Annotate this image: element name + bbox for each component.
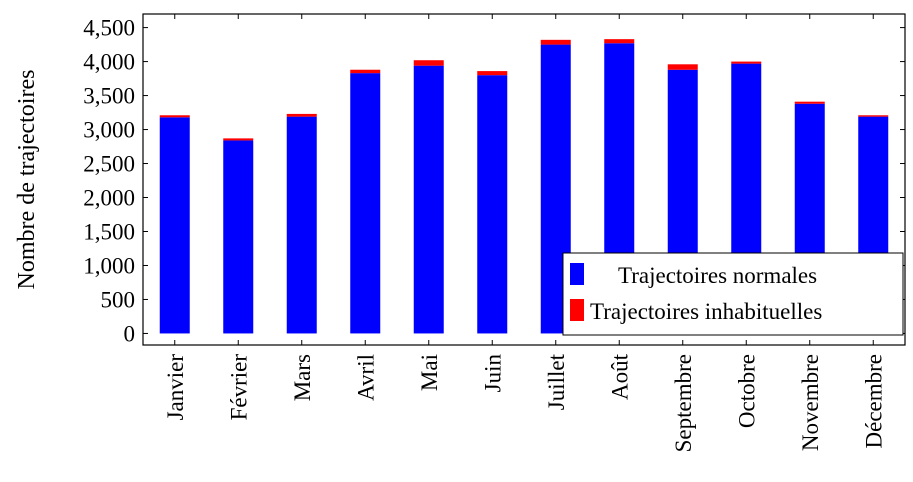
bar-normal-5 [413, 65, 444, 334]
y-axis: 0 500 1,000 1,500 2,000 2,500 3,000 3,500 4,000 4… [83, 16, 905, 346]
y-tick-label: 500 [101, 287, 136, 312]
bar-unusual-2 [223, 138, 254, 141]
x-tick-label: Janvier [163, 354, 188, 421]
y-tick-label: 4,500 [83, 16, 135, 41]
x-tick-label: Décembre [861, 354, 886, 449]
y-axis-title: Nombre de trajectoires [14, 70, 40, 290]
legend-swatch [570, 263, 584, 285]
bar-unusual-9 [667, 64, 698, 70]
bar-normal-1 [159, 117, 190, 334]
bar-normal-2 [223, 140, 254, 334]
bar-unusual-6 [477, 71, 508, 76]
bar-normal-3 [286, 116, 317, 334]
x-tick-label: Novembre [798, 354, 823, 451]
plot-frame [142, 13, 906, 346]
bar-unusual-10 [731, 61, 762, 64]
x-tick-label: Octobre [734, 354, 759, 428]
y-tick-label: 3,000 [83, 118, 135, 143]
bar-unusual-4 [350, 69, 381, 74]
x-tick-label: Mars [290, 354, 315, 401]
bar-unusual-3 [286, 113, 317, 117]
bar-unusual-12 [858, 115, 889, 117]
x-tick-label: Août [607, 353, 632, 400]
bar-unusual-8 [604, 39, 635, 44]
bar-normal-4 [350, 73, 381, 334]
legend-swatch [570, 299, 584, 321]
bar-unusual-7 [540, 39, 571, 45]
bar-normal-6 [477, 75, 508, 334]
legend-label: Trajectoires inhabituelles [590, 299, 822, 324]
legend-label: Trajectoires normales [618, 263, 817, 288]
y-tick-label: 1,000 [83, 253, 135, 278]
legend-box [562, 252, 904, 336]
x-tick-label: Septembre [671, 354, 696, 452]
bar-unusual-11 [794, 101, 825, 104]
bar-unusual-1 [159, 115, 190, 118]
legend: Trajectoires normales Trajectoires inhabi… [562, 252, 904, 336]
y-tick-label: 0 [124, 321, 136, 346]
bar-unusual-5 [413, 60, 444, 66]
x-tick-label: Février [226, 354, 251, 421]
x-tick-label: Juillet [544, 353, 569, 410]
x-tick-label: Juin [480, 354, 505, 393]
y-tick-label: 1,500 [83, 219, 135, 244]
y-tick-label: 4,000 [83, 50, 135, 75]
y-tick-label: 2,000 [83, 186, 135, 211]
x-axis: Janvier Février Mars Avril Mai Juin Juillet Aoû… [163, 14, 886, 452]
y-tick-label: 2,500 [83, 152, 135, 177]
x-tick-label: Mai [417, 354, 442, 391]
x-tick-label: Avril [353, 354, 378, 401]
y-tick-label: 3,500 [83, 84, 135, 109]
